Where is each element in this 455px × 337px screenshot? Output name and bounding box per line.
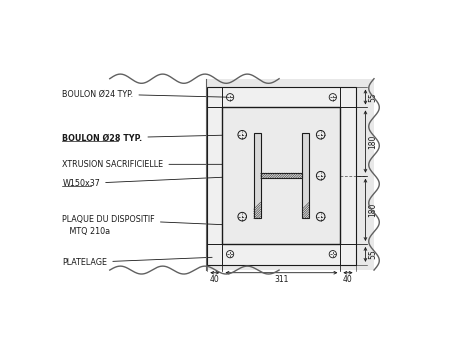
Bar — [207, 87, 355, 265]
Text: 180: 180 — [367, 134, 376, 149]
Bar — [253, 133, 260, 218]
Text: BOULON Ø28 TYP.: BOULON Ø28 TYP. — [62, 133, 239, 143]
Text: 55: 55 — [367, 249, 376, 259]
Text: MTQ 210a: MTQ 210a — [62, 227, 110, 236]
Bar — [302, 133, 308, 218]
Bar — [222, 108, 339, 244]
Text: 40: 40 — [210, 275, 219, 284]
Text: 55: 55 — [367, 92, 376, 102]
Text: 311: 311 — [273, 275, 288, 284]
Bar — [206, 79, 373, 270]
Text: PLAQUE DU DISPOSITIF: PLAQUE DU DISPOSITIF — [62, 215, 227, 225]
Text: XTRUSION SACRIFICIELLE: XTRUSION SACRIFICIELLE — [62, 160, 254, 169]
Text: 40: 40 — [342, 275, 352, 284]
Text: W150x37: W150x37 — [62, 176, 254, 188]
Text: BOULON Ø24 TYP.: BOULON Ø24 TYP. — [62, 89, 227, 98]
Text: PLATELAGE: PLATELAGE — [62, 257, 212, 267]
Bar — [260, 173, 302, 178]
Text: 180: 180 — [367, 203, 376, 217]
